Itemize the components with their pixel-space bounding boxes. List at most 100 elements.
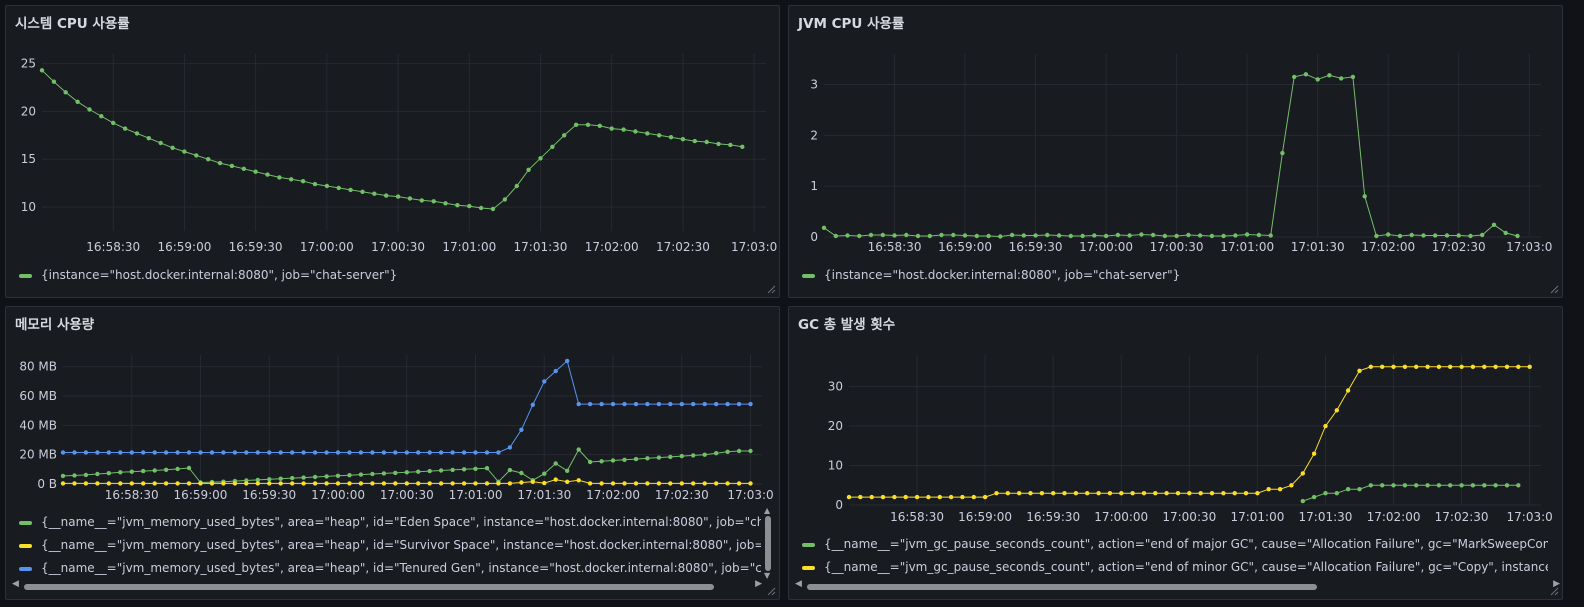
data-point[interactable] [725,481,730,486]
data-point[interactable] [1175,491,1181,496]
data-point[interactable] [1504,483,1510,488]
data-point[interactable] [1470,483,1476,488]
scroll-up-icon[interactable]: ▲ [764,506,771,515]
data-point[interactable] [858,494,863,500]
data-point[interactable] [702,401,707,407]
data-point[interactable] [51,79,57,84]
legend-horizontal-scrollbar[interactable]: ◀ ▶ [795,579,1560,591]
data-point[interactable] [289,177,294,182]
data-point[interactable] [484,481,490,486]
data-point[interactable] [1334,491,1339,496]
data-point[interactable] [335,481,341,486]
data-point[interactable] [370,471,375,477]
data-point[interactable] [312,181,318,187]
data-point[interactable] [278,476,283,481]
data-point[interactable] [633,401,639,407]
data-point[interactable] [962,233,968,238]
data-point[interactable] [960,494,965,500]
data-point[interactable] [1357,368,1362,373]
data-point[interactable] [1139,232,1144,237]
data-point[interactable] [610,401,616,407]
data-point[interactable] [1056,233,1062,238]
data-point[interactable] [1096,491,1101,496]
data-point[interactable] [1345,487,1351,492]
data-point[interactable] [1444,233,1450,238]
data-point[interactable] [880,232,885,238]
data-point[interactable] [702,481,707,486]
data-point[interactable] [748,481,753,486]
data-point[interactable] [1080,233,1085,239]
data-point[interactable] [496,481,501,486]
data-point[interactable] [381,471,387,476]
panel-title[interactable]: GC 총 발생 횟수 [798,317,896,333]
data-point[interactable] [1414,483,1419,488]
data-point[interactable] [507,467,513,473]
data-point[interactable] [668,481,673,486]
data-point[interactable] [393,481,398,486]
scrollbar-thumb[interactable] [807,584,1317,590]
data-point[interactable] [163,450,169,455]
data-point[interactable] [736,401,742,407]
data-point[interactable] [232,450,238,455]
data-point[interactable] [1221,491,1226,496]
data-point[interactable] [926,494,931,500]
data-point[interactable] [118,450,123,455]
data-point[interactable] [553,477,558,482]
data-point[interactable] [530,402,535,407]
data-point[interactable] [680,137,686,142]
jvm-cpu-chart[interactable]: 16:58:30 16:59:00 16:59:30 17:00:00 17:00:30… [789,6,1563,298]
data-point[interactable] [141,481,146,486]
data-point[interactable] [1115,232,1121,238]
data-point[interactable] [372,191,377,196]
data-point[interactable] [892,233,897,238]
data-point[interactable] [1493,364,1498,369]
data-point[interactable] [1448,364,1453,369]
data-point[interactable] [83,481,89,486]
data-point[interactable] [1491,222,1497,227]
data-point[interactable] [1433,233,1438,238]
data-point[interactable] [253,169,258,174]
data-point[interactable] [198,481,203,486]
data-point[interactable] [290,450,295,455]
data-point[interactable] [221,450,226,455]
data-point[interactable] [360,189,365,194]
data-point[interactable] [72,450,77,455]
data-point[interactable] [1345,388,1351,393]
series-1[interactable] [846,364,1532,500]
data-point[interactable] [1232,491,1237,496]
gc-count-chart[interactable]: 16:58:30 16:59:00 16:59:30 17:00:00 17:00:30… [789,307,1563,600]
data-point[interactable] [118,481,123,486]
data-point[interactable] [60,473,66,479]
data-point[interactable] [1374,233,1379,239]
data-point[interactable] [542,379,547,384]
data-point[interactable] [857,233,862,239]
data-point[interactable] [95,450,100,455]
data-point[interactable] [484,466,490,471]
panel-title[interactable]: JVM CPU 사용률 [798,16,905,32]
data-point[interactable] [267,477,272,482]
scroll-left-icon[interactable]: ◀ [795,579,802,589]
data-point[interactable] [553,368,558,374]
data-point[interactable] [892,494,897,500]
data-point[interactable] [716,141,721,147]
data-point[interactable] [530,479,535,484]
data-point[interactable] [1045,232,1050,238]
data-point[interactable] [1256,232,1262,238]
data-point[interactable] [1164,491,1169,496]
data-point[interactable] [679,401,684,407]
data-point[interactable] [903,494,908,500]
data-point[interactable] [948,494,954,500]
data-point[interactable] [1028,491,1033,496]
series-line[interactable] [41,69,743,210]
data-point[interactable] [244,450,249,455]
data-point[interactable] [1107,491,1113,496]
data-point[interactable] [312,481,318,486]
data-point[interactable] [1480,232,1485,238]
data-point[interactable] [265,172,270,177]
data-point[interactable] [1402,483,1408,488]
data-point[interactable] [507,481,513,486]
data-point[interactable] [927,233,932,239]
data-point[interactable] [736,448,742,454]
data-point[interactable] [833,233,838,239]
data-point[interactable] [691,481,696,486]
